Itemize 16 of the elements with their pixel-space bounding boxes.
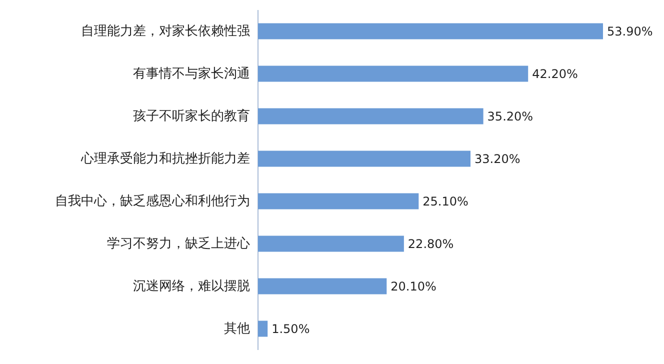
data-label: 25.10% bbox=[422, 194, 468, 208]
y-tick-label: 有事情不与家长沟通 bbox=[133, 65, 250, 82]
data-label: 42.20% bbox=[532, 66, 578, 81]
data-label: 22.80% bbox=[408, 236, 454, 251]
y-tick-label: 沉迷网络，难以摆脱 bbox=[133, 278, 250, 294]
data-label: 53.90% bbox=[607, 24, 653, 38]
y-tick-label: 自理能力差，对家长依赖性强 bbox=[81, 22, 250, 39]
y-tick-label: 孩子不听家长的教育 bbox=[133, 108, 250, 124]
y-tick-label: 其他 bbox=[224, 321, 250, 336]
data-label: 33.20% bbox=[474, 152, 520, 166]
y-tick-label: 心理承受能力和抗挫折能力差 bbox=[80, 150, 250, 166]
data-label: 20.10% bbox=[390, 279, 436, 294]
y-tick-label: 学习不努力，缺乏上进心 bbox=[107, 235, 250, 252]
y-tick-label: 自我中心，缺乏感恩心和利他行为 bbox=[55, 192, 250, 209]
data-label: 35.20% bbox=[487, 109, 534, 124]
data-label: 1.50% bbox=[272, 322, 310, 336]
